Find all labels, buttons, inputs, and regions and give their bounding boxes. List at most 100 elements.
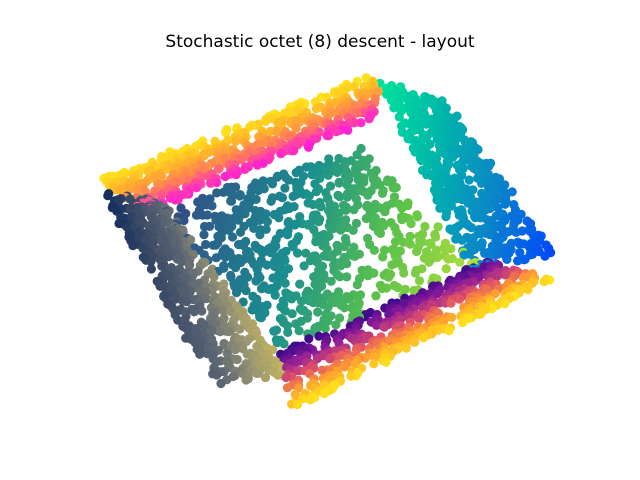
scatter-point (262, 216, 272, 227)
scatter-point (379, 221, 389, 231)
scatter-point (325, 181, 336, 191)
scatter-point (283, 175, 294, 185)
scatter-point (146, 256, 156, 267)
scatter-point (209, 272, 219, 282)
scatter-point (313, 307, 323, 317)
scatter-point (231, 288, 242, 298)
scatter-point (303, 142, 314, 152)
scatter-point (335, 272, 345, 282)
scatter-point (320, 323, 330, 333)
scatter-point (394, 112, 404, 122)
scatter-point (476, 178, 487, 188)
scatter-point (251, 276, 261, 286)
scatter-point (523, 285, 533, 295)
scatter-point (218, 305, 228, 316)
scatter-point (336, 225, 346, 235)
scatter-point (253, 185, 263, 196)
scatter-point (179, 215, 189, 226)
scatter-point (500, 299, 510, 309)
scatter-point (323, 302, 333, 312)
scatter-point (364, 114, 374, 124)
scatter-point (207, 201, 217, 211)
scatter-point (195, 349, 205, 359)
scatter-point (446, 244, 456, 254)
scatter-point (339, 303, 350, 313)
scatter-point (299, 261, 309, 271)
scatter-point (291, 168, 301, 178)
scatter-point (304, 191, 314, 201)
scatter-point (212, 188, 222, 198)
scatter-point (420, 221, 430, 232)
scatter-point (231, 263, 241, 273)
scatter-point (304, 334, 314, 344)
scatter-point (421, 119, 431, 129)
scatter-point (460, 137, 470, 147)
scatter-point (466, 223, 477, 233)
scatter-point (314, 331, 324, 341)
scatter-point (540, 251, 550, 261)
scatter-point (287, 309, 297, 319)
scatter-point (410, 337, 420, 347)
scatter-point (272, 127, 282, 137)
scatter-point (182, 297, 192, 307)
scatter-point (323, 170, 333, 180)
scatter-point (266, 196, 276, 206)
scatter-point (350, 251, 360, 261)
scatter-point (317, 365, 327, 375)
scatter-point (280, 278, 290, 288)
scatter-point (412, 212, 422, 222)
scatter-point (292, 399, 302, 410)
scatter-point (213, 164, 224, 174)
scatter-point (282, 230, 293, 240)
scatter-point (230, 345, 240, 355)
scatter-point (255, 139, 265, 150)
scatter-point (377, 283, 387, 294)
scatter-point (260, 373, 271, 383)
scatter-point (216, 378, 226, 389)
scatter-point (447, 312, 457, 322)
scatter-point (287, 294, 297, 304)
scatter-point (311, 187, 321, 197)
scatter-point (116, 186, 126, 196)
scatter-point (198, 210, 208, 220)
scatter-point (221, 128, 231, 138)
scatter-point (211, 240, 221, 250)
scatter-point (273, 370, 283, 380)
scatter-point (412, 246, 422, 257)
scatter-point (539, 276, 549, 287)
scatter-point (352, 150, 362, 160)
scatter-point (220, 171, 230, 182)
scatter-point (292, 248, 303, 258)
scatter-point (335, 313, 345, 323)
scatter-point (335, 192, 345, 202)
scatter-point (369, 359, 379, 369)
scatter-point (319, 388, 329, 399)
scatter-point (405, 239, 415, 249)
scatter-point (511, 227, 521, 237)
scatter-point (356, 118, 366, 128)
scatter-point (359, 334, 369, 344)
scatter-point (189, 307, 199, 317)
scatter-point (226, 196, 237, 206)
scatter-point (372, 320, 382, 330)
scatter-point (342, 272, 352, 282)
scatter-point (196, 287, 206, 297)
scatter-point (363, 271, 373, 281)
scatter-point (314, 217, 324, 227)
scatter-point (283, 327, 293, 337)
scatter-point (439, 243, 449, 253)
scatter-point (418, 333, 429, 343)
scatter-point (380, 207, 390, 217)
scatter-point (235, 324, 245, 334)
scatter-point (326, 276, 336, 286)
scatter-point (441, 264, 451, 274)
scatter-point (414, 314, 424, 324)
scatter-point (197, 306, 207, 316)
scatter-point (379, 322, 389, 332)
scatter-point (322, 131, 332, 141)
scatter-point (341, 205, 351, 215)
scatter-point (258, 248, 268, 258)
scatter-point (305, 395, 315, 405)
